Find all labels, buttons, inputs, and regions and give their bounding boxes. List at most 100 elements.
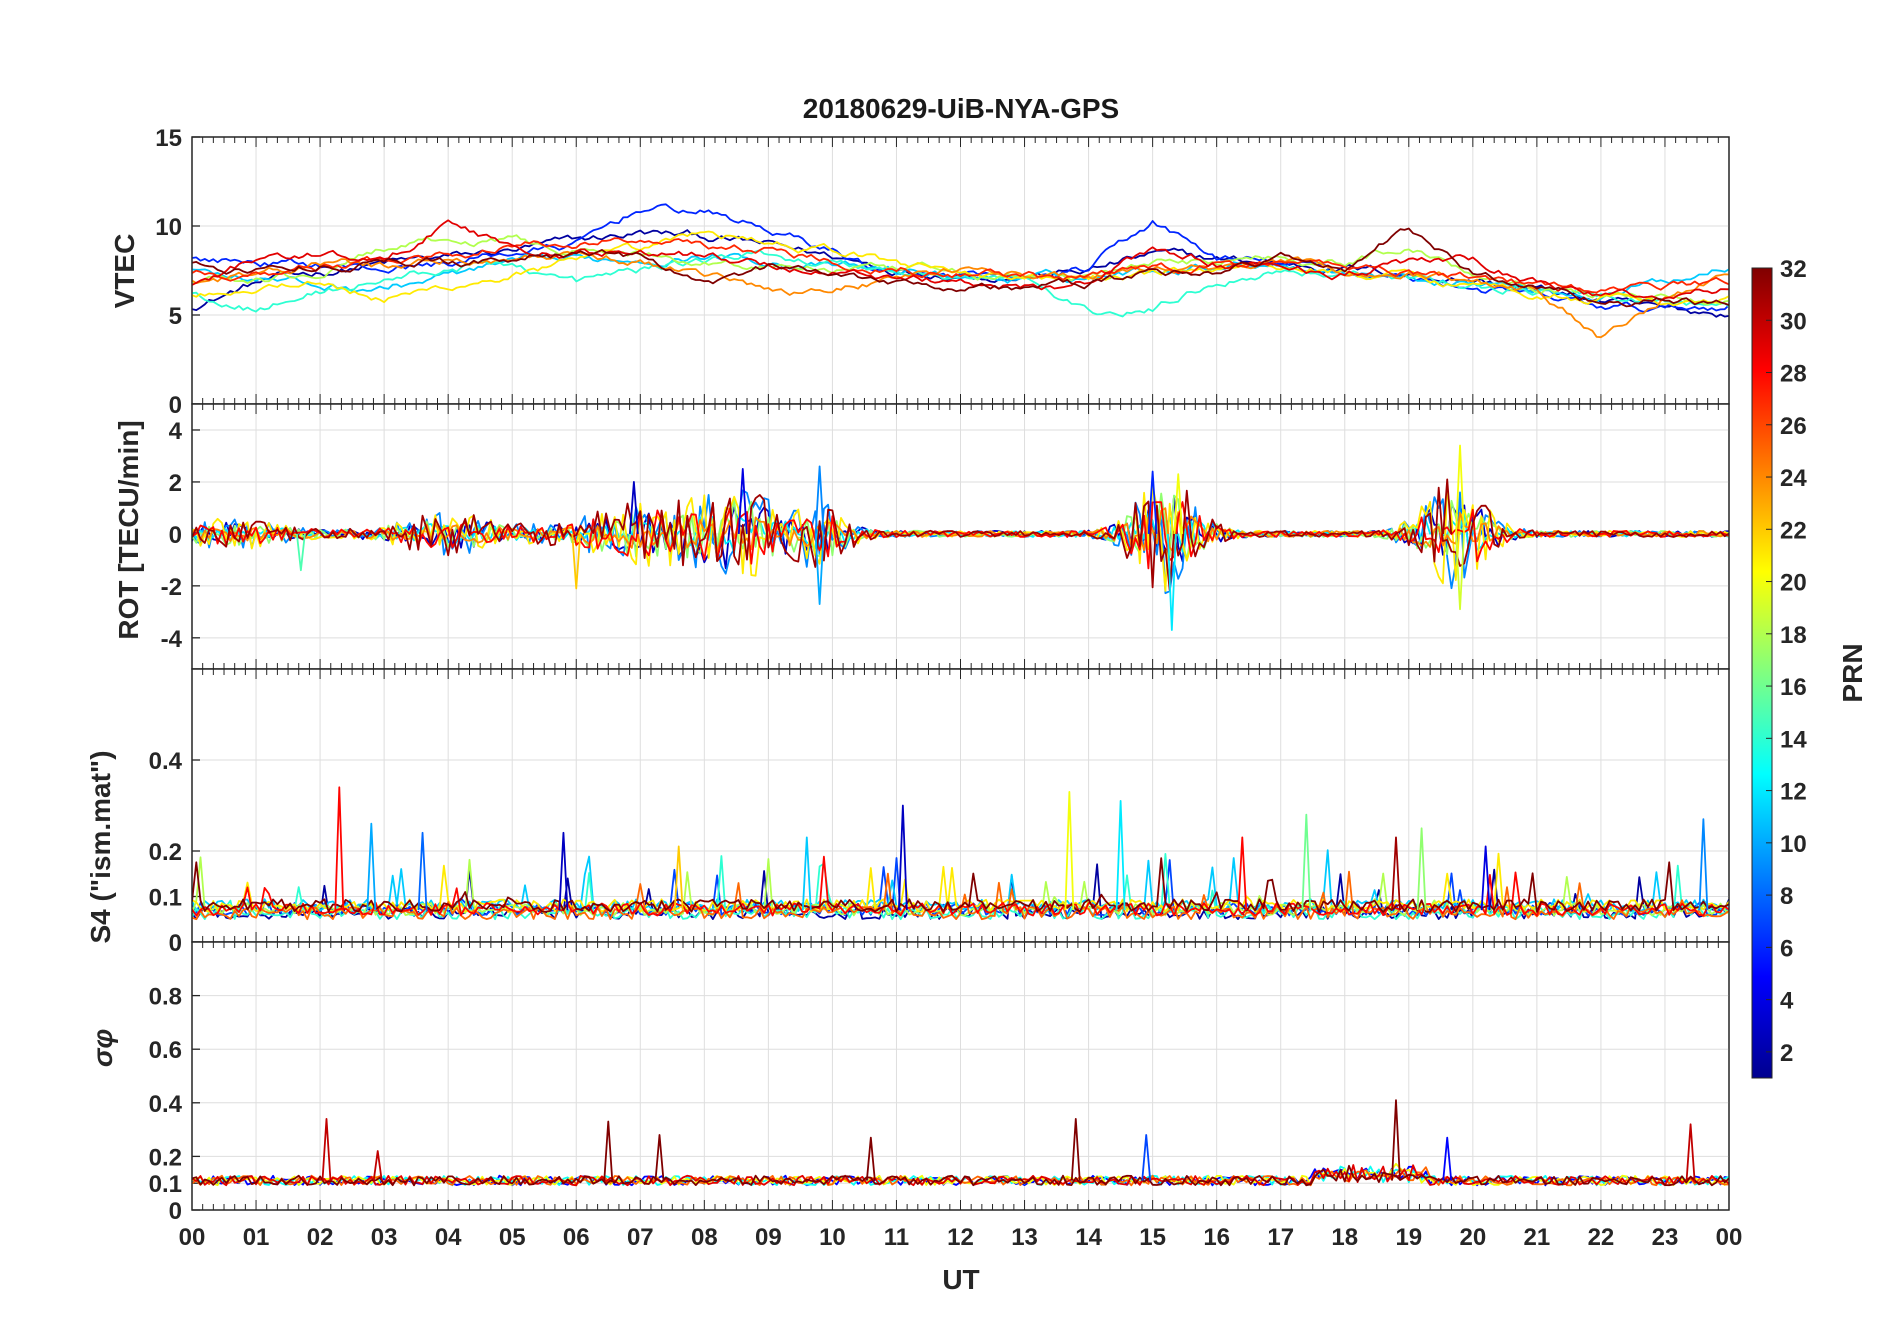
x-tick-label: 00 (1716, 1224, 1743, 1251)
y-tick-label: 0.6 (149, 1037, 182, 1064)
spike-prn-19 (1455, 533, 1465, 611)
spike-prn-28 (334, 786, 345, 911)
series-prn-29 (192, 1164, 1729, 1187)
y-tick-label: 10 (155, 214, 182, 241)
x-tick-label: 22 (1588, 1224, 1615, 1251)
spike-prn-11 (801, 836, 812, 911)
x-tick-label: 13 (1011, 1224, 1038, 1251)
y-tick-label: 2 (169, 470, 182, 497)
rot-y-label: ROT [TECU/min] (113, 420, 144, 639)
x-tick-label: 05 (499, 1224, 526, 1251)
panel-s4: 0 0.1 0.2 0.4 (149, 668, 1730, 957)
x-tick-label: 07 (627, 1224, 654, 1251)
series-prn-6 (192, 203, 1729, 313)
colorbar-tick-label: 16 (1780, 674, 1807, 701)
spike-prn-12 (1166, 533, 1177, 631)
colorbar-tick-label: 4 (1780, 988, 1794, 1015)
colorbar-tick-label: 22 (1780, 517, 1807, 544)
x-tick-label: 15 (1139, 1224, 1166, 1251)
spike-prn-20 (1064, 790, 1075, 911)
spike-prn-30 (321, 1117, 332, 1181)
series-group (192, 786, 1729, 921)
x-tick-label: 23 (1652, 1224, 1679, 1251)
colorbar-tick-label: 26 (1780, 413, 1807, 440)
x-tick-label: 10 (819, 1224, 846, 1251)
y-tick-label: 0 (169, 522, 182, 549)
x-tick-label: 18 (1331, 1224, 1358, 1251)
spike-prn-4 (737, 468, 748, 534)
y-tick-label: 0.1 (149, 885, 182, 912)
series-group (192, 444, 1729, 631)
series-prn-24 (192, 250, 1729, 339)
colorbar-tick-label: 12 (1780, 779, 1807, 806)
colorbar-tick-label: 8 (1780, 883, 1793, 910)
spike-prn-32 (1391, 1099, 1401, 1181)
vtec-y-label: VTEC (109, 234, 140, 309)
y-tick-label: 0 (169, 930, 182, 957)
x-tick-label: 16 (1203, 1224, 1230, 1251)
series-prn-32 (192, 857, 1729, 913)
spike-prn-9 (814, 465, 825, 534)
series-prn-31 (192, 486, 1729, 592)
spike-prn-32 (603, 1120, 614, 1181)
x-tick-label: 00 (179, 1224, 206, 1251)
spike-prn-8 (417, 831, 428, 911)
x-axis-label: UT (942, 1264, 979, 1295)
series-group (192, 1099, 1729, 1187)
spike-prn-22 (571, 533, 582, 590)
x-tick-label: 02 (307, 1224, 334, 1251)
colorbar-tick-label: 2 (1780, 1040, 1793, 1067)
series-prn-11 (192, 252, 1729, 303)
sigma-phi-y-label: σφ (87, 1029, 118, 1067)
colorbar-tick-label: 28 (1780, 361, 1807, 388)
spike-prn-20 (1455, 444, 1465, 534)
spike-prn-10 (366, 822, 377, 911)
colorbar-tick-label: 32 (1780, 256, 1807, 283)
x-tick-label: 08 (691, 1224, 718, 1251)
chart-title: 20180629-UiB-NYA-GPS (803, 93, 1119, 124)
series-group (192, 203, 1729, 339)
x-tick-label: 17 (1267, 1224, 1294, 1251)
x-tick-label: 21 (1524, 1224, 1551, 1251)
s4-y-label: S4 ("ism.mat") (85, 750, 116, 943)
series-prn-32 (192, 227, 1729, 308)
panel-sigma: 00.10.2 0.4 0.6 0.8 (149, 941, 1730, 1225)
spike-prn-12 (1115, 800, 1126, 911)
y-tick-label: 15 (155, 125, 182, 152)
spike-prn-4 (1480, 845, 1491, 911)
x-tick-label: 01 (243, 1224, 270, 1251)
series-prn-29 (192, 219, 1729, 301)
y-tick-label: 0.1 (149, 1171, 182, 1198)
spike-prn-32 (865, 1136, 876, 1181)
y-tick-label: 0.4 (149, 748, 183, 775)
spike-prn-30 (372, 1150, 383, 1181)
series-prn-32 (192, 1164, 1729, 1187)
panel-vtec: 0 5 10 15 (155, 125, 1730, 419)
series-prn-27 (192, 237, 1729, 294)
y-tick-label: 0.2 (149, 839, 182, 866)
axes-frame (191, 941, 1730, 1211)
y-tick-label: 0 (169, 1198, 182, 1225)
spike-prn-3 (558, 831, 569, 911)
y-tick-label: 0.8 (149, 984, 182, 1011)
y-tick-label: 4 (169, 418, 183, 445)
spike-prn-16 (1301, 813, 1312, 911)
panel-rot: -4 -2 0 2 4 (161, 403, 1730, 670)
spike-prn-17 (1416, 827, 1427, 911)
x-tick-label: 06 (563, 1224, 590, 1251)
spike-prn-3 (897, 804, 908, 911)
spike-prn-31 (1442, 478, 1453, 534)
y-tick-label: 0.4 (149, 1091, 183, 1118)
y-tick-label: -4 (161, 626, 183, 653)
colorbar-tick-label: 6 (1780, 935, 1793, 962)
colorbar-tick-label: 10 (1780, 831, 1807, 858)
spike-prn-3 (628, 481, 639, 534)
colorbar-tick-label: 18 (1780, 622, 1807, 649)
spike-prn-9 (1698, 818, 1709, 911)
x-tick-label: 04 (435, 1224, 462, 1251)
spike-prn-30 (1685, 1123, 1696, 1181)
x-tick-label: 11 (884, 1224, 909, 1251)
series-prn-21 (192, 485, 1729, 592)
